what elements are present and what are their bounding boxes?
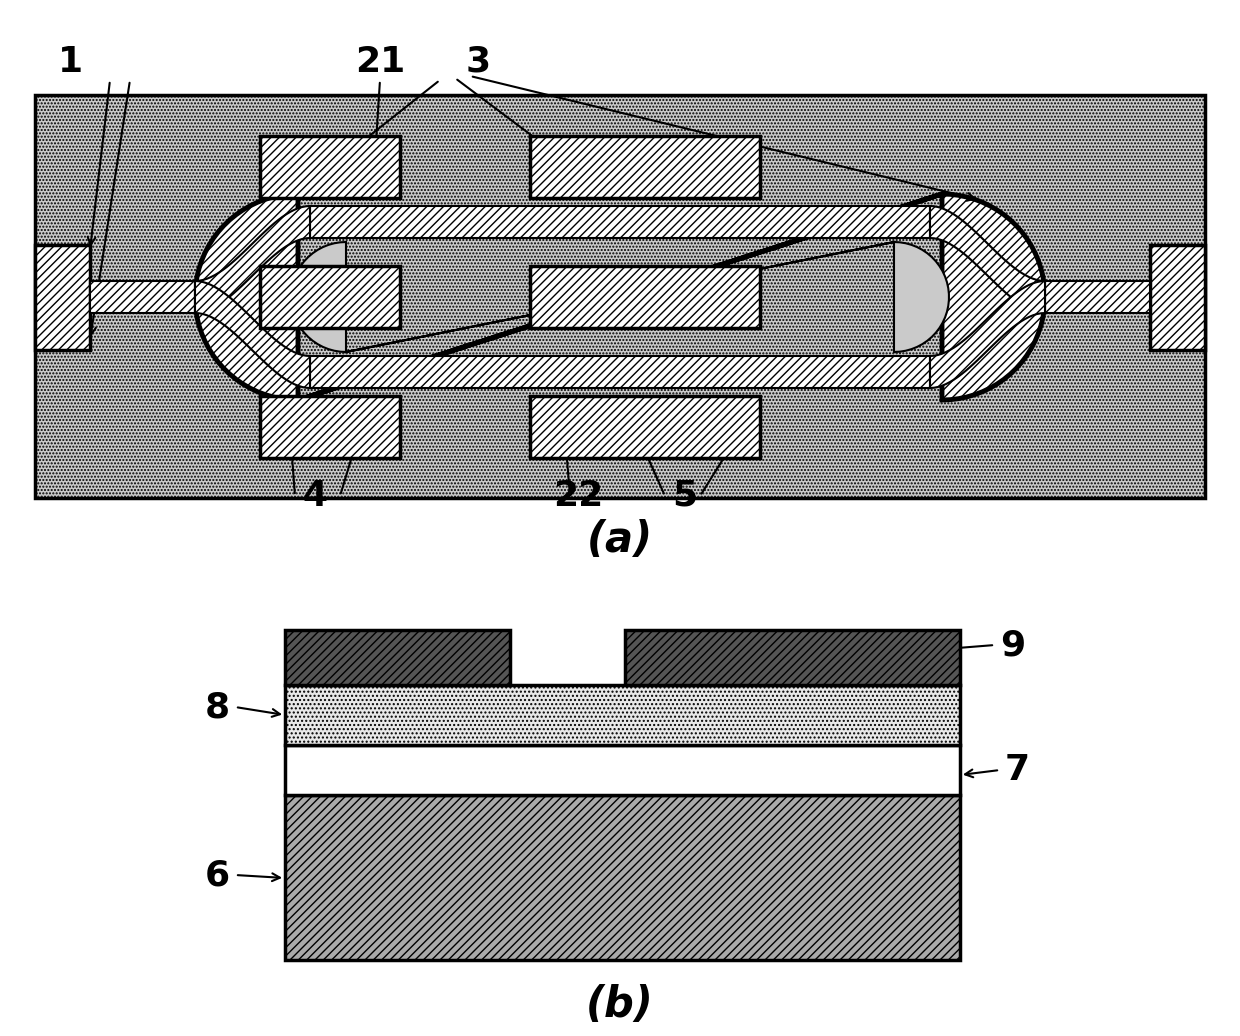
Text: 21: 21 [355, 45, 405, 79]
Polygon shape [195, 194, 1045, 400]
Bar [625, 630, 960, 685]
Bar [260, 136, 401, 198]
Bar [91, 281, 195, 313]
Bar [285, 795, 960, 960]
Bar [285, 745, 960, 795]
Bar [529, 136, 760, 198]
Polygon shape [930, 206, 1045, 313]
Text: 7: 7 [1004, 753, 1030, 787]
Polygon shape [291, 242, 949, 352]
Text: 1: 1 [57, 45, 83, 79]
Bar [285, 630, 510, 685]
Text: (b): (b) [587, 984, 653, 1026]
Polygon shape [195, 281, 310, 388]
Polygon shape [195, 206, 310, 313]
Text: 6: 6 [205, 858, 229, 892]
Bar [260, 396, 401, 458]
Bar [35, 95, 1205, 498]
Bar [529, 396, 760, 458]
Bar [310, 356, 930, 388]
Text: 5: 5 [672, 479, 698, 513]
Text: 9: 9 [999, 628, 1025, 662]
Text: 3: 3 [465, 45, 491, 79]
Bar [1045, 281, 1149, 313]
Text: (a): (a) [587, 519, 653, 562]
Bar [1149, 244, 1205, 350]
Bar [529, 266, 760, 328]
Bar [310, 206, 930, 238]
Bar [35, 244, 91, 350]
Polygon shape [930, 281, 1045, 388]
Bar [260, 266, 401, 328]
Text: 4: 4 [303, 479, 327, 513]
Bar [285, 685, 960, 745]
Text: 22: 22 [553, 479, 603, 513]
Text: 8: 8 [205, 690, 229, 724]
